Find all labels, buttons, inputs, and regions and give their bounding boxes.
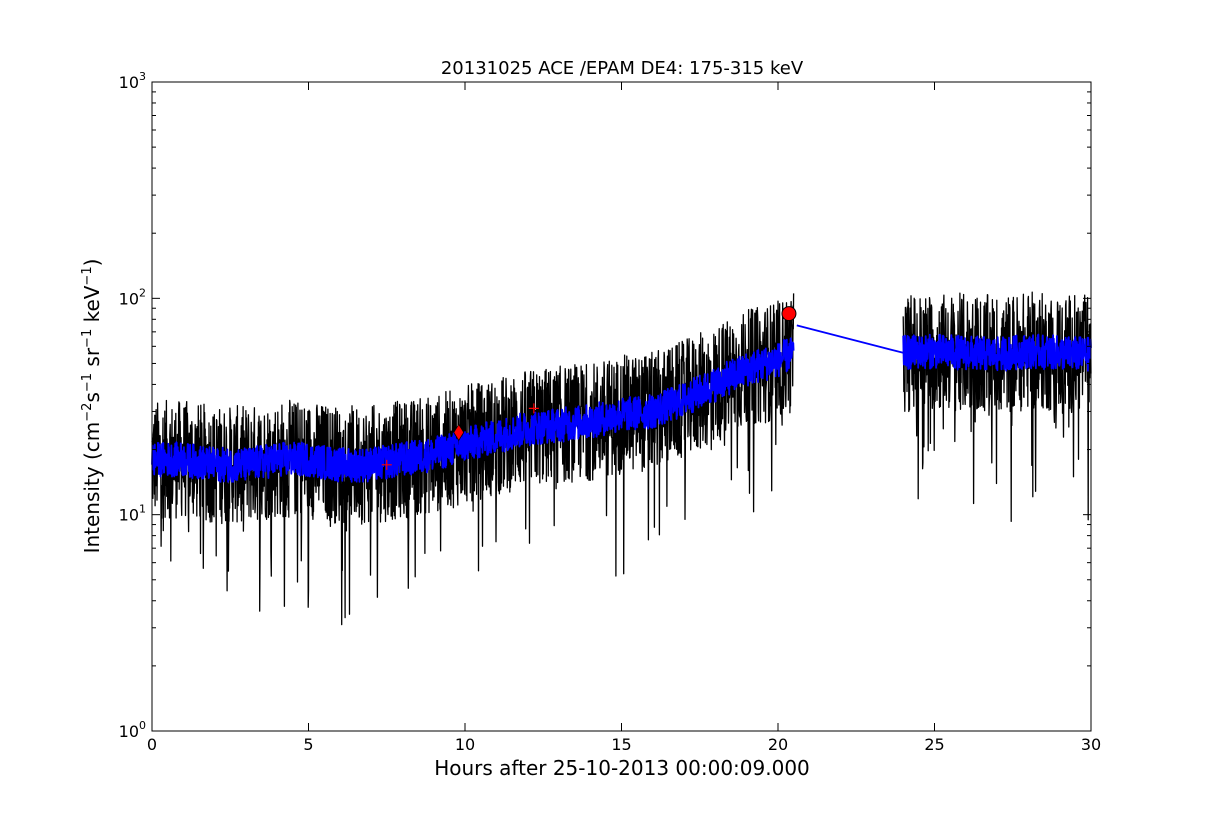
- y-tick-label: 101: [119, 503, 146, 525]
- x-tick-label: 20: [768, 735, 788, 754]
- x-tick-label: 5: [303, 735, 313, 754]
- marker-circle: [781, 306, 797, 322]
- y-tick-label: 103: [119, 70, 146, 92]
- y-axis-label: Intensity (cm−2s−1 sr−1 keV−1): [80, 259, 104, 554]
- y-tick-label: 100: [119, 719, 146, 741]
- x-tick-label: 10: [455, 735, 475, 754]
- x-tick-label: 30: [1081, 735, 1101, 754]
- axis-ticks: 0 5 10 15 20 25 30 100 101 102 103: [119, 70, 1102, 754]
- marker-diamond: [453, 423, 465, 442]
- chart-title: 20131025 ACE /EPAM DE4: 175-315 keV: [441, 58, 804, 79]
- series-line-1-segment-0: [151, 337, 795, 483]
- series-line-1-segment-1: [796, 324, 904, 354]
- marker-plus: [381, 459, 392, 470]
- x-tick-label: 25: [924, 735, 944, 754]
- event-markers: [381, 306, 797, 470]
- series-line-1-segment-2: [902, 333, 1092, 372]
- x-tick-label: 15: [611, 735, 631, 754]
- marker-plus: [528, 403, 539, 414]
- y-tick-label: 102: [119, 286, 146, 308]
- x-axis-label: Hours after 25-10-2013 00:00:09.000: [434, 756, 810, 780]
- x-tick-label: 0: [147, 735, 157, 754]
- series-line-0-segment-0: [151, 293, 795, 626]
- plot-data: [151, 291, 1092, 626]
